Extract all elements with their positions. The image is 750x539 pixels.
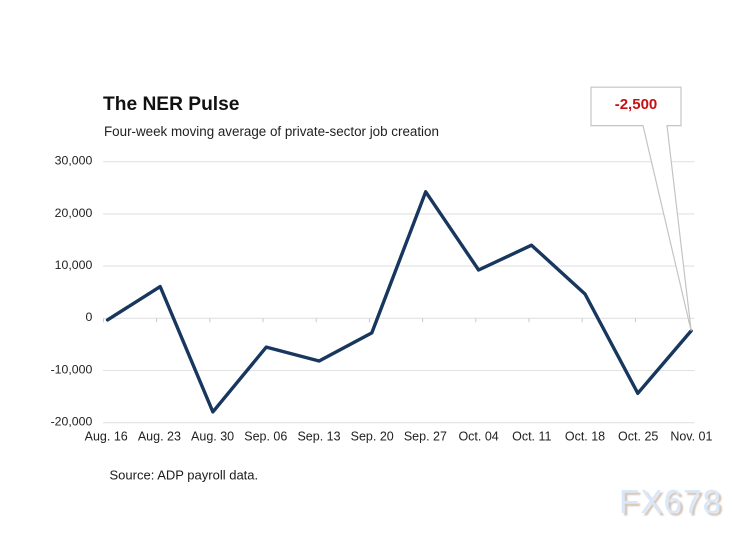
svg-text:Aug. 16: Aug. 16 (85, 429, 128, 443)
svg-text:10,000: 10,000 (55, 258, 93, 272)
svg-text:Four-week moving average of pr: Four-week moving average of private-sect… (104, 124, 439, 139)
svg-text:Aug. 23: Aug. 23 (138, 429, 181, 443)
svg-text:Source: ADP payroll data.: Source: ADP payroll data. (110, 468, 259, 483)
svg-text:30,000: 30,000 (55, 154, 93, 168)
svg-text:Oct. 04: Oct. 04 (458, 429, 498, 443)
svg-text:-2,500: -2,500 (615, 96, 658, 113)
svg-text:-10,000: -10,000 (51, 362, 93, 376)
svg-text:Oct. 18: Oct. 18 (565, 429, 605, 443)
svg-text:-20,000: -20,000 (51, 415, 93, 429)
svg-text:Oct. 11: Oct. 11 (512, 429, 551, 443)
svg-text:0: 0 (85, 310, 92, 324)
svg-text:Sep. 13: Sep. 13 (297, 429, 340, 443)
svg-text:Sep. 27: Sep. 27 (404, 429, 447, 443)
svg-text:The NER Pulse: The NER Pulse (103, 94, 240, 115)
svg-text:20,000: 20,000 (55, 206, 93, 220)
svg-text:Aug. 30: Aug. 30 (191, 429, 234, 443)
svg-text:Sep. 20: Sep. 20 (351, 429, 394, 443)
svg-text:Nov. 01: Nov. 01 (670, 429, 712, 443)
svg-text:Sep. 06: Sep. 06 (244, 429, 287, 443)
svg-text:Oct. 25: Oct. 25 (618, 429, 658, 443)
